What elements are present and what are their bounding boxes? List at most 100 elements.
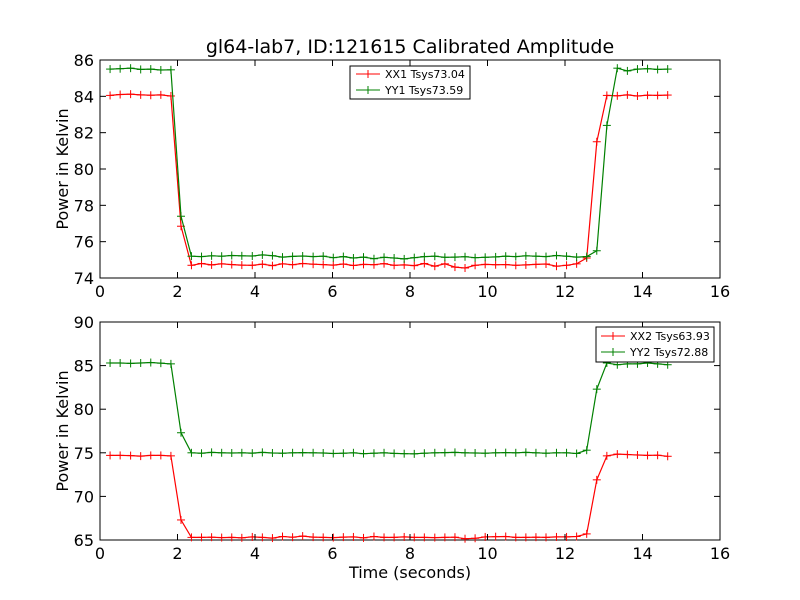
data-point [521,448,530,457]
data-point [390,449,399,458]
data-point [653,91,662,100]
x-tick-label: 16 [710,544,730,563]
data-point [359,260,368,269]
data-point [552,532,561,541]
data-point [359,253,368,262]
data-point [156,90,165,99]
data-point [410,261,419,270]
data-point [237,448,246,457]
data-point [552,262,561,271]
data-point [602,91,611,100]
data-point [106,451,115,460]
data-point [531,448,540,457]
data-point [349,261,358,270]
data-point [592,246,601,255]
x-tick-label: 2 [172,544,182,563]
data-point [217,252,226,261]
data-point [339,252,348,261]
data-point [369,532,378,541]
data-point [572,253,581,262]
data-point [582,446,591,455]
data-point [298,252,307,261]
data-point [450,448,459,457]
data-point [420,252,429,261]
data-point [339,260,348,269]
data-point [613,64,622,73]
data-point [268,534,277,543]
legend-box [349,65,471,100]
data-point [481,260,490,269]
data-point [339,533,348,542]
data-point [126,451,135,460]
data-point [440,533,449,542]
data-point [633,91,642,100]
data-point [461,448,470,457]
data-point [501,252,510,261]
data-point [623,450,632,459]
data-point [288,260,297,269]
data-point [227,260,236,269]
data-point [278,449,287,458]
data-point [126,90,135,99]
data-point [542,260,551,269]
x-tick-label: 10 [477,282,497,301]
data-point [542,449,551,458]
plot-top-marks [106,64,672,273]
data-point [187,252,196,261]
data-point [187,533,196,542]
data-point [359,533,368,542]
data-point [542,533,551,542]
data-point [298,259,307,268]
data-point [197,259,206,268]
data-point [146,451,155,460]
data-point [288,252,297,261]
data-point [258,533,267,542]
data-point [380,448,389,457]
data-point [319,533,328,542]
data-point [562,261,571,270]
data-point [440,448,449,457]
x-tick-label: 4 [250,544,260,563]
data-point [126,359,135,368]
plot-bottom: 0 2 4 6 8 10 12 14 16 65 70 75 80 85 90 Power in Kelvi… [53,313,730,582]
data-point [663,452,672,461]
data-point [511,448,520,457]
data-point [420,449,429,458]
data-point [298,448,307,457]
data-point [410,533,419,542]
data-point [278,259,287,268]
data-point [309,448,318,457]
data-point [166,65,175,74]
data-point [390,254,399,263]
data-point [481,449,490,458]
legend-label-yy1: YY1 Tsys73.59 [384,84,463,97]
data-point [116,64,125,73]
data-point [156,65,165,74]
x-tick-label: 0 [95,544,105,563]
data-point [491,252,500,261]
data-point [176,428,185,437]
data-point [572,449,581,458]
data-point [430,262,439,271]
data-point [146,91,155,100]
data-point [582,529,591,538]
data-point [390,261,399,270]
data-point [501,448,510,457]
data-point [369,449,378,458]
data-point [471,253,480,262]
plot-bottom-ticks: 0 2 4 6 8 10 12 14 16 65 70 75 80 85 90 [74,313,731,563]
data-point [623,66,632,75]
data-point [278,532,287,541]
data-point [268,251,277,260]
data-point [116,90,125,99]
data-point [309,252,318,261]
x-tick-label: 2 [172,282,182,301]
x-tick-label: 8 [405,282,415,301]
data-point [329,533,338,542]
data-point [400,254,409,263]
data-point [227,448,236,457]
data-point [511,533,520,542]
data-point [552,251,561,260]
data-point [410,253,419,262]
data-point [390,533,399,542]
